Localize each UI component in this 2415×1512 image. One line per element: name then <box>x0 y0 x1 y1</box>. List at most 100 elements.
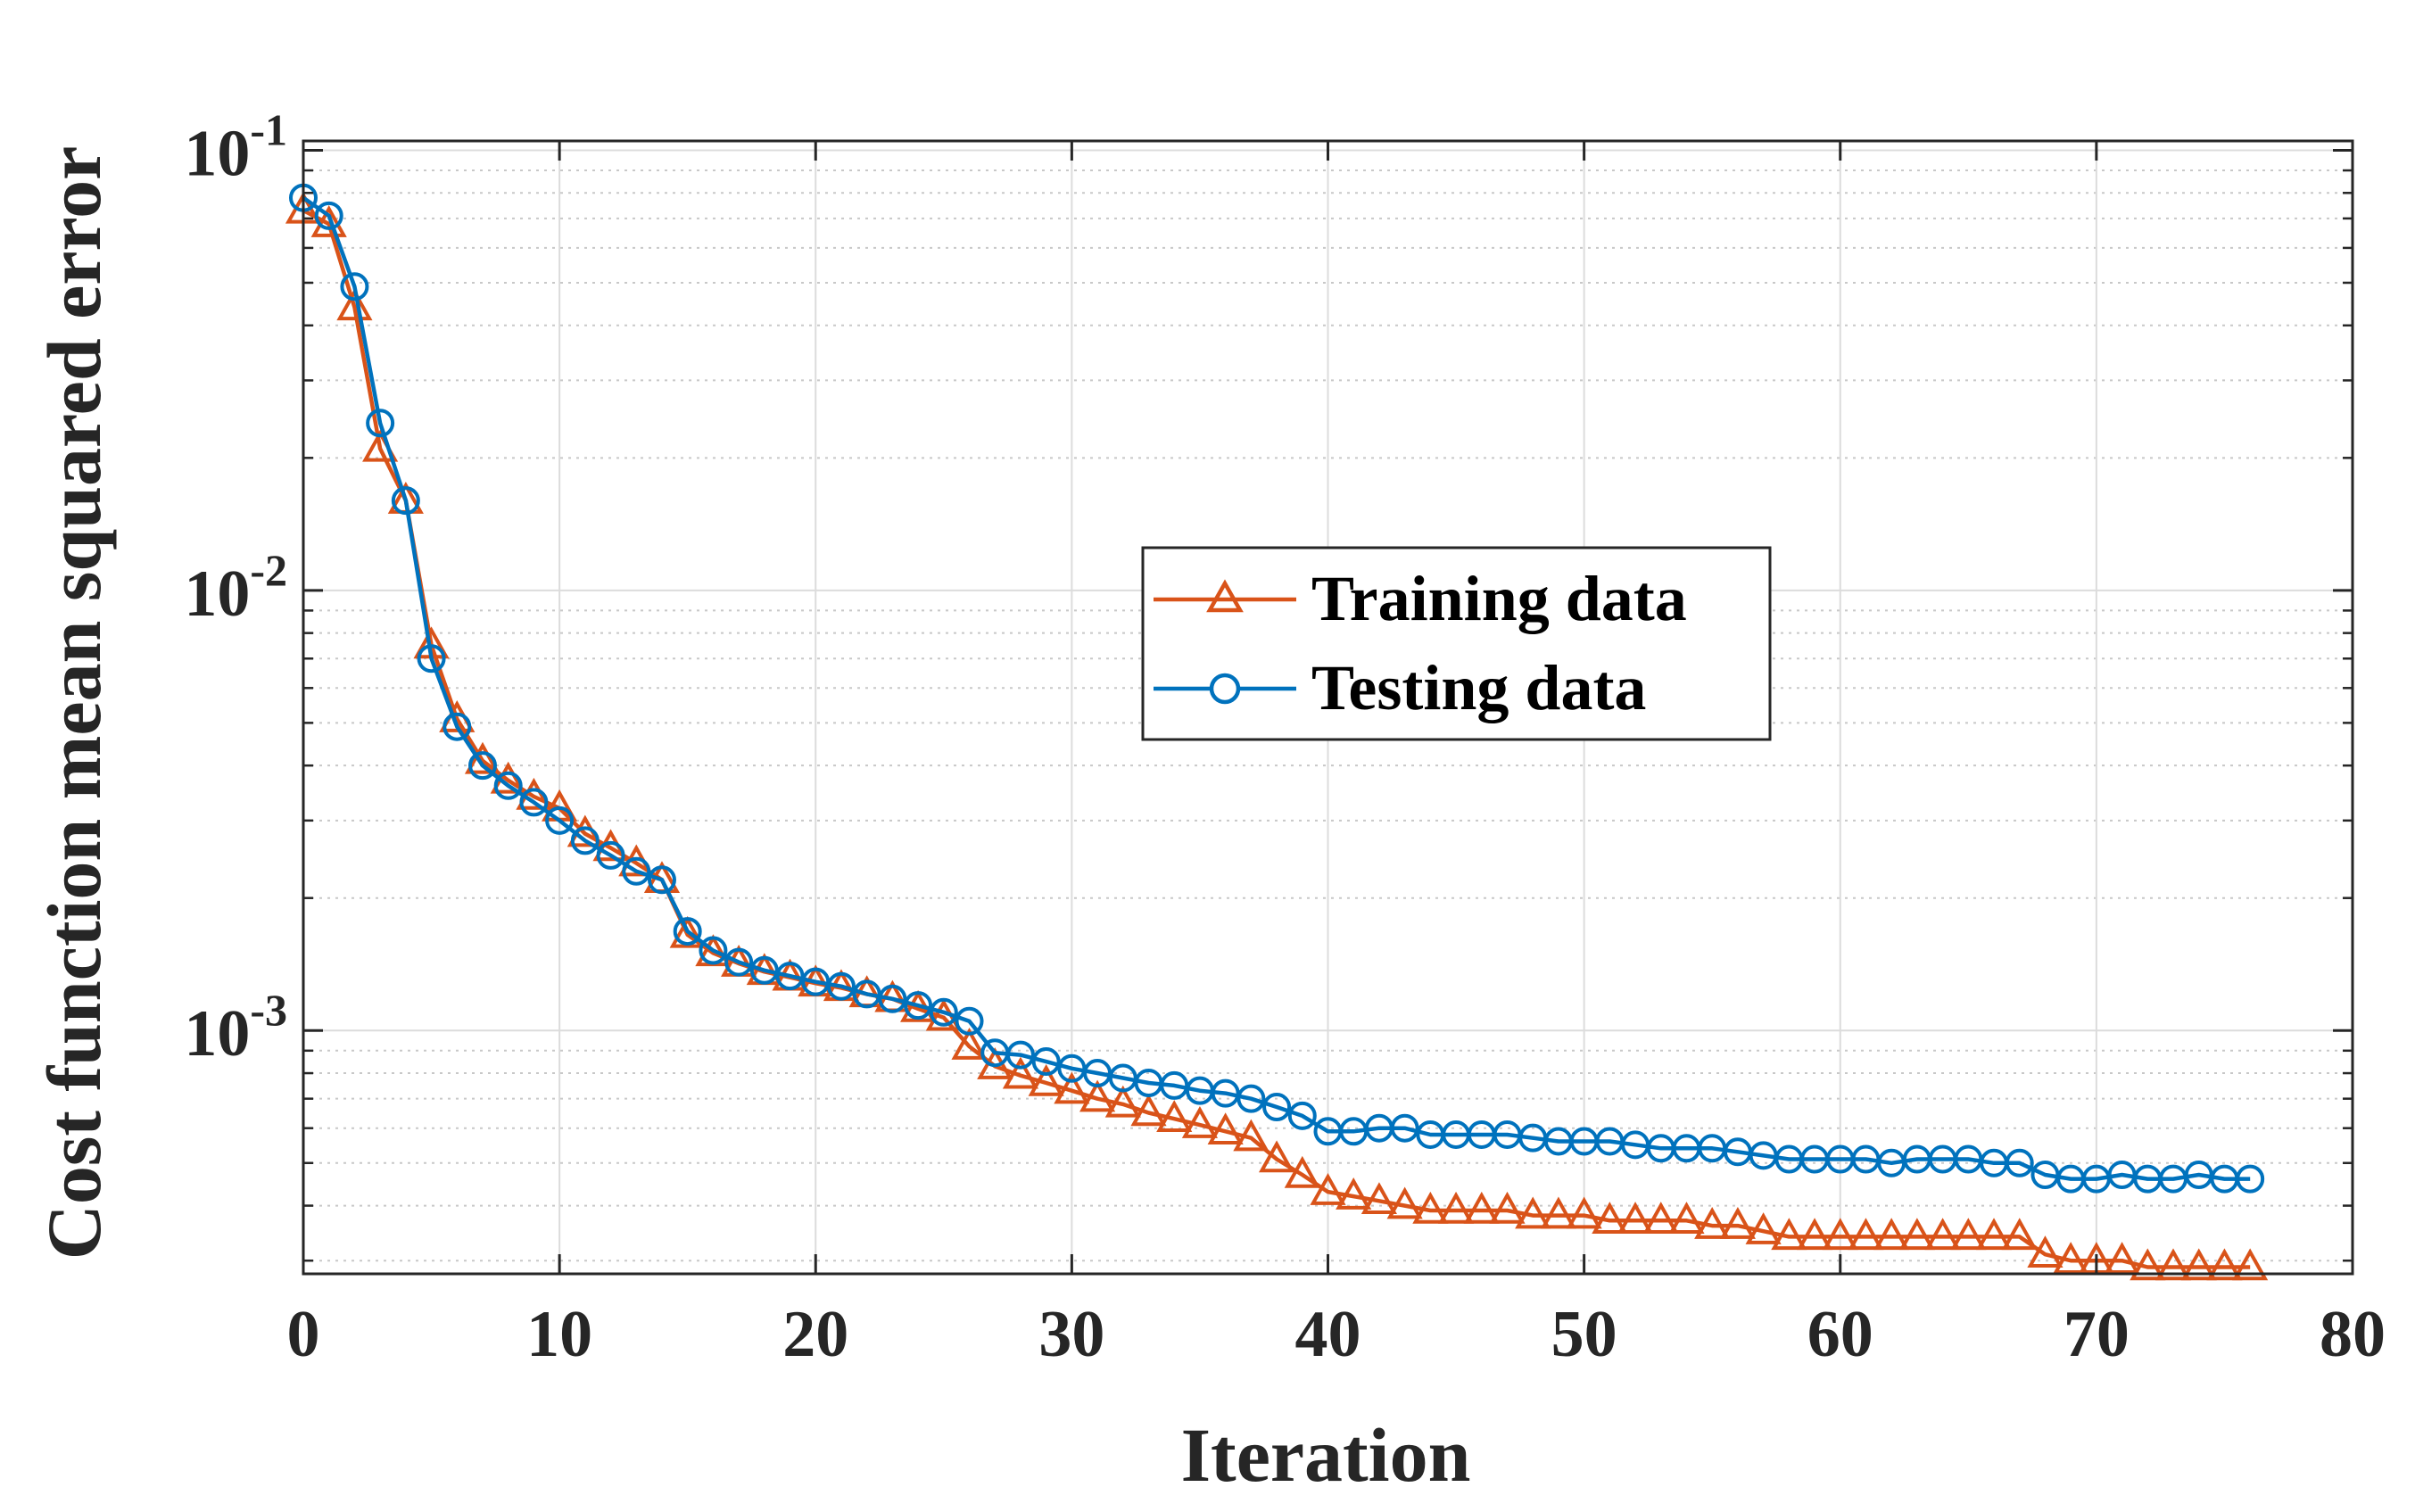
data-point-circle <box>1236 1084 1266 1113</box>
data-point-circle <box>1262 1093 1292 1122</box>
data-point-triangle <box>1054 1071 1090 1104</box>
x-tick-label: 30 <box>1038 1298 1104 1371</box>
data-point-circle <box>673 917 702 946</box>
data-point-circle <box>442 712 472 741</box>
data-point-triangle <box>2104 1242 2140 1274</box>
x-tick-label: 10 <box>526 1298 592 1371</box>
data-point-triangle <box>310 204 347 237</box>
data-point-triangle <box>1104 1085 1141 1118</box>
legend-entry-testing: Testing data <box>1154 652 1646 723</box>
data-point-triangle <box>1489 1191 1526 1224</box>
data-point-triangle <box>1950 1218 1987 1251</box>
y-tick-label: 10-1 <box>184 104 287 190</box>
x-tick-label: 20 <box>782 1298 848 1371</box>
data-point-triangle <box>2180 1248 2217 1281</box>
legend-box <box>1141 546 1772 741</box>
x-tick-label: 60 <box>1807 1298 1873 1371</box>
data-point-circle <box>1005 1040 1035 1070</box>
y-tick-label: 10-2 <box>184 545 287 631</box>
data-point-circle <box>570 826 600 855</box>
data-point-triangle <box>1796 1218 1833 1251</box>
data-point-triangle <box>1412 1191 1449 1224</box>
data-point-circle <box>1390 1113 1419 1143</box>
data-point-circle <box>2005 1148 2034 1177</box>
data-point-triangle <box>1259 1140 1295 1173</box>
x-tick-label: 80 <box>2320 1298 2386 1371</box>
data-point-triangle <box>2001 1218 2038 1251</box>
data-point-triangle <box>336 288 373 321</box>
data-point-triangle <box>1592 1202 1628 1235</box>
data-point-triangle <box>1924 1218 1961 1251</box>
data-point-triangle <box>464 741 501 774</box>
x-tick-labels: 0 10 20 30 40 50 60 70 80 <box>287 1298 2386 1371</box>
data-point-circle <box>2236 1164 2265 1194</box>
data-point-triangle <box>1642 1202 1679 1235</box>
legend-entry-training: Training data <box>1154 563 1687 634</box>
data-point-circle <box>749 955 779 985</box>
data-point-triangle <box>1437 1191 1475 1224</box>
legend-triangle-marker-icon <box>1206 579 1244 613</box>
legend: Training data Testing data <box>1141 546 1772 741</box>
series-line <box>302 195 2251 1181</box>
data-point-triangle <box>2053 1242 2089 1274</box>
data-point-triangle <box>1310 1172 1346 1205</box>
data-point-triangle <box>1771 1218 1807 1251</box>
data-point-triangle <box>1668 1202 1705 1235</box>
data-point-circle <box>929 997 958 1027</box>
data-point-triangle <box>1079 1079 1116 1112</box>
data-point-circle <box>878 984 907 1013</box>
legend-label-training: Training data <box>1311 563 1687 634</box>
data-point-circle <box>826 971 856 1001</box>
data-point-circle <box>467 751 497 781</box>
y-tick-labels: 10-1 10-2 10-3 <box>184 104 287 1070</box>
legend-label-testing: Testing data <box>1311 652 1646 723</box>
data-point-triangle <box>1336 1177 1372 1210</box>
y-tick-label: 10-3 <box>184 985 287 1070</box>
data-point-circle <box>391 486 420 516</box>
data-point-triangle <box>1233 1119 1270 1152</box>
data-point-triangle <box>1745 1212 1782 1244</box>
data-point-triangle <box>1515 1196 1551 1229</box>
data-point-triangle <box>1975 1218 2013 1251</box>
data-point-circle <box>1287 1101 1317 1130</box>
x-tick-label: 70 <box>2064 1298 2130 1371</box>
data-point-triangle <box>1566 1196 1602 1229</box>
data-point-triangle <box>1463 1191 1500 1224</box>
data-point-triangle <box>2130 1248 2166 1281</box>
data-point-circle <box>647 865 676 895</box>
data-point-triangle <box>2232 1248 2269 1281</box>
data-point-triangle <box>1694 1207 1731 1239</box>
data-point-circle <box>699 936 728 965</box>
data-point-triangle <box>1540 1196 1576 1229</box>
data-point-triangle <box>2206 1248 2243 1281</box>
data-point-triangle <box>1822 1218 1858 1251</box>
data-point-triangle <box>2027 1235 2064 1268</box>
x-tick-label: 0 <box>287 1298 320 1371</box>
data-point-circle <box>366 409 395 438</box>
data-point-triangle <box>1386 1186 1423 1219</box>
data-point-circle <box>417 644 446 673</box>
data-point-triangle <box>951 1028 988 1060</box>
data-point-circle <box>775 962 805 991</box>
data-point-triangle <box>1156 1100 1193 1132</box>
legend-circle-marker-icon <box>1209 673 1241 705</box>
data-point-triangle <box>1898 1218 1935 1251</box>
data-point-triangle <box>1028 1063 1064 1096</box>
data-point-triangle <box>1719 1207 1756 1239</box>
data-point-triangle <box>1361 1182 1397 1215</box>
data-point-circle <box>955 1006 984 1036</box>
series-layer <box>285 183 2269 1281</box>
data-point-triangle <box>1873 1218 1910 1251</box>
x-tick-label: 50 <box>1551 1298 1617 1371</box>
data-point-circle <box>1031 1047 1061 1077</box>
data-point-circle <box>340 272 369 302</box>
data-point-triangle <box>1130 1094 1167 1127</box>
data-point-triangle <box>1284 1155 1320 1188</box>
data-point-circle <box>596 840 625 870</box>
data-point-triangle <box>669 915 706 948</box>
series-testing-data <box>289 183 2265 1194</box>
data-point-triangle <box>1617 1202 1654 1235</box>
data-point-triangle <box>1181 1106 1219 1138</box>
data-point-triangle <box>1207 1112 1244 1145</box>
